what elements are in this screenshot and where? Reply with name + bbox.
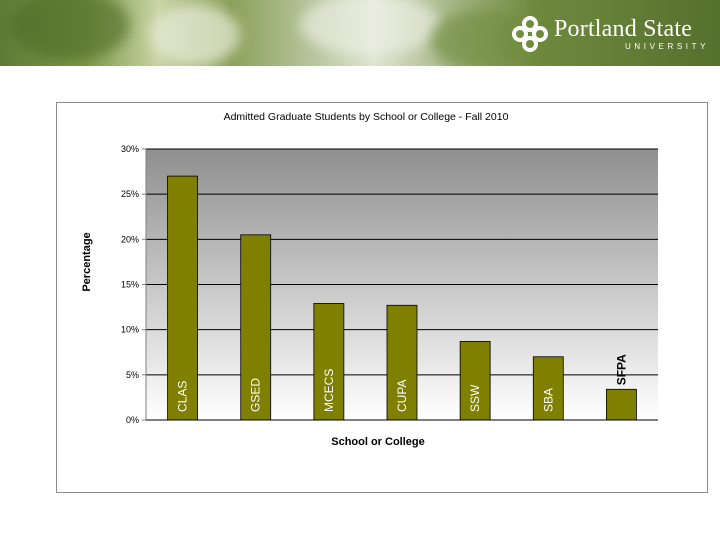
bar-label: CLAS	[176, 381, 190, 412]
y-tick-label: 20%	[121, 234, 139, 244]
header-banner: Portland State UNIVERSITY	[0, 0, 720, 66]
y-tick-label: 10%	[121, 325, 139, 335]
y-tick-label: 15%	[121, 280, 139, 290]
bar	[532, 356, 564, 421]
y-tick-label: 5%	[126, 370, 139, 380]
y-tick-label: 0%	[126, 415, 139, 425]
logo-name: Portland State	[554, 16, 693, 42]
logo-subtitle: UNIVERSITY	[625, 42, 710, 51]
y-tick-label: 30%	[121, 144, 139, 154]
bar-label: GSED	[249, 378, 263, 412]
bar	[606, 388, 637, 421]
bar	[240, 234, 272, 421]
bar-label: CUPA	[395, 380, 409, 412]
bar	[167, 175, 198, 421]
bar-label: SFPA	[614, 354, 628, 385]
bar	[313, 303, 345, 421]
psu-emblem-icon	[512, 16, 548, 52]
x-axis-label: School or College	[331, 436, 425, 448]
university-logo[interactable]: Portland State UNIVERSITY	[512, 14, 705, 54]
bar-label: MCECS	[322, 369, 336, 412]
y-tick-label: 25%	[121, 189, 139, 199]
y-axis-label: Percentage	[81, 232, 93, 291]
bar	[386, 304, 418, 421]
bar-label: SSW	[468, 384, 482, 412]
bar-label: SBA	[541, 388, 555, 412]
bar	[459, 341, 491, 421]
chart-title: Admitted Graduate Students by School or …	[224, 111, 509, 123]
